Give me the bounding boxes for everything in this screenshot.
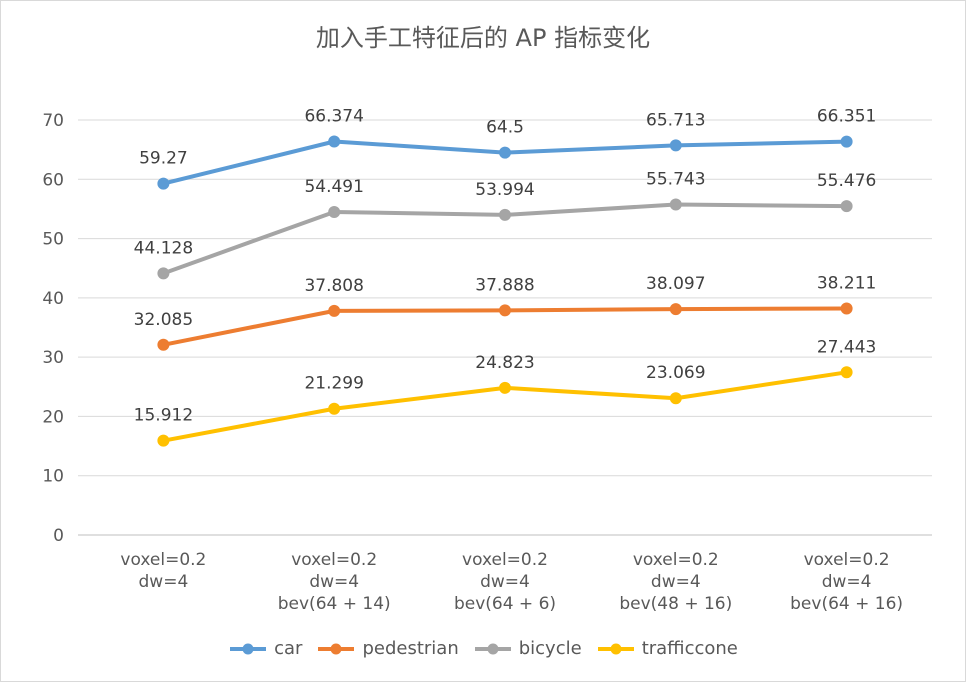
data-point-bicycle bbox=[669, 198, 682, 211]
data-point-pedestrian bbox=[840, 302, 853, 315]
data-point-trafficcone bbox=[840, 366, 853, 379]
x-tick-label: voxel=0.2 dw=4 bev(64 + 14) bbox=[278, 550, 391, 614]
data-point-car bbox=[840, 135, 853, 148]
data-label-car: 66.374 bbox=[304, 106, 363, 126]
legend-item-pedestrian: pedestrian bbox=[316, 638, 459, 659]
data-point-bicycle bbox=[840, 200, 853, 213]
data-label-bicycle: 55.743 bbox=[646, 170, 705, 190]
data-point-car bbox=[328, 135, 341, 148]
data-label-car: 59.27 bbox=[139, 149, 188, 169]
data-label-pedestrian: 38.097 bbox=[646, 274, 705, 294]
y-tick-label: 60 bbox=[42, 170, 64, 190]
data-label-pedestrian: 37.888 bbox=[475, 275, 534, 295]
legend-label-bicycle: bicycle bbox=[518, 638, 582, 659]
data-label-pedestrian: 38.211 bbox=[817, 273, 876, 293]
y-tick-label: 0 bbox=[53, 526, 64, 546]
data-label-bicycle: 53.994 bbox=[475, 180, 534, 200]
data-point-bicycle bbox=[499, 208, 511, 221]
data-point-pedestrian bbox=[328, 304, 341, 317]
y-tick-label: 50 bbox=[42, 230, 64, 250]
y-tick-label: 30 bbox=[42, 348, 64, 368]
data-label-trafficcone: 15.912 bbox=[134, 406, 193, 426]
legend-label-pedestrian: pedestrian bbox=[362, 638, 459, 659]
legend-swatch-bicycle bbox=[474, 643, 511, 654]
data-label-pedestrian: 32.085 bbox=[134, 310, 193, 330]
data-point-car bbox=[669, 139, 682, 152]
data-point-trafficcone bbox=[669, 392, 682, 405]
data-point-pedestrian bbox=[669, 303, 682, 316]
data-label-trafficcone: 24.823 bbox=[475, 353, 534, 373]
data-label-trafficcone: 23.069 bbox=[646, 363, 705, 383]
data-point-pedestrian bbox=[499, 304, 511, 317]
x-tick-label: voxel=0.2 dw=4 bbox=[120, 550, 206, 592]
x-tick-label: voxel=0.2 dw=4 bev(64 + 6) bbox=[454, 550, 556, 614]
legend-swatch-pedestrian bbox=[318, 643, 355, 654]
data-label-pedestrian: 37.808 bbox=[304, 276, 363, 296]
legend-swatch-trafficcone bbox=[597, 643, 634, 654]
data-point-trafficcone bbox=[499, 381, 511, 394]
chart-title: 加入手工特征后的 AP 指标变化 bbox=[315, 24, 651, 52]
y-tick-label: 70 bbox=[42, 111, 64, 131]
legend-swatch-car bbox=[230, 643, 267, 654]
data-label-bicycle: 54.491 bbox=[304, 177, 363, 197]
data-label-trafficcone: 21.299 bbox=[304, 374, 363, 394]
data-label-trafficcone: 27.443 bbox=[817, 337, 876, 357]
data-label-car: 64.5 bbox=[486, 118, 524, 138]
y-tick-label: 40 bbox=[42, 289, 64, 309]
x-tick-label: voxel=0.2 dw=4 bev(48 + 16) bbox=[619, 550, 732, 614]
data-point-pedestrian bbox=[157, 338, 170, 351]
data-point-bicycle bbox=[157, 267, 170, 280]
legend-label-trafficcone: trafficcone bbox=[641, 638, 738, 659]
legend-item-car: car bbox=[228, 638, 302, 659]
y-tick-label: 10 bbox=[42, 467, 64, 487]
data-point-bicycle bbox=[328, 205, 341, 218]
legend-item-bicycle: bicycle bbox=[473, 638, 582, 659]
data-label-car: 65.713 bbox=[646, 110, 705, 130]
data-point-car bbox=[499, 146, 511, 159]
data-point-car bbox=[157, 177, 170, 190]
legend-label-car: car bbox=[274, 638, 303, 659]
chart-legend: car pedestrian bicycle trafficcone bbox=[0, 638, 966, 659]
data-label-bicycle: 55.476 bbox=[817, 171, 876, 191]
data-label-car: 66.351 bbox=[817, 107, 876, 127]
data-label-bicycle: 44.128 bbox=[134, 238, 193, 258]
data-point-trafficcone bbox=[157, 434, 170, 447]
y-tick-label: 20 bbox=[42, 407, 64, 427]
legend-item-trafficcone: trafficcone bbox=[596, 638, 738, 659]
data-point-trafficcone bbox=[328, 402, 341, 415]
x-tick-label: voxel=0.2 dw=4 bev(64 + 16) bbox=[790, 550, 903, 614]
